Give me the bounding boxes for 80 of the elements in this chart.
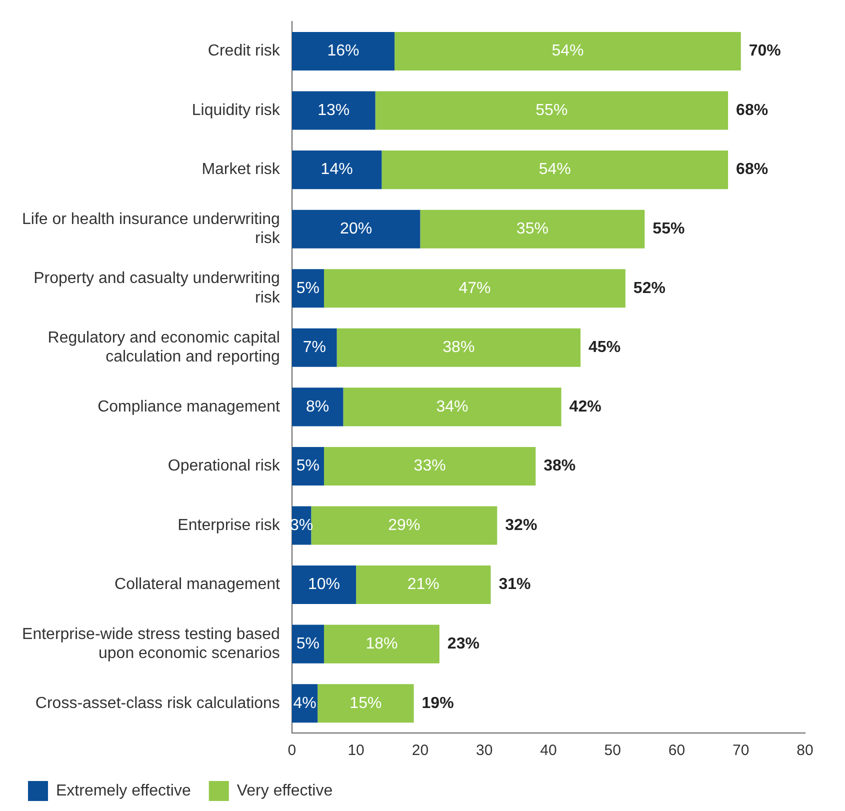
data-label: 33% (414, 458, 446, 475)
bar (336, 328, 581, 367)
data-label: 20% (340, 220, 372, 238)
data-label: 55% (536, 102, 568, 119)
bar (292, 446, 324, 486)
bar (375, 91, 728, 130)
bar (292, 210, 420, 248)
total-label: 38% (544, 458, 576, 475)
legend-label: Extremely effective (56, 782, 191, 800)
data-label: 14% (320, 161, 353, 178)
legend-label: Very effective (236, 782, 333, 800)
y-tick-label: Regulatory and economic capital calculation and reporting (48, 329, 280, 366)
y-tick-label: Credit risk (208, 42, 281, 60)
y-tick-label: Enterprise risk (178, 516, 281, 534)
total-label: 19% (422, 694, 454, 712)
x-tick-label: 20 (412, 742, 429, 760)
bar (324, 624, 440, 664)
bar (292, 624, 324, 664)
data-label: 4% (293, 694, 316, 712)
bar (324, 269, 626, 308)
total-label: 68% (736, 102, 768, 119)
data-label: 35% (516, 220, 548, 238)
bar (394, 32, 741, 71)
y-tick-label: Life or health insurance underwriting risk (22, 210, 281, 248)
x-tick-label: 60 (668, 742, 686, 760)
total-label: 52% (633, 280, 666, 297)
data-label: 16% (327, 42, 360, 60)
x-tick-label: 70 (732, 742, 750, 760)
x-tick-label: 30 (476, 742, 493, 760)
bar (324, 446, 536, 486)
data-label: 8% (306, 398, 330, 416)
data-label: 34% (436, 398, 468, 416)
y-tick-label: Operational risk (168, 458, 281, 475)
data-label: 47% (458, 280, 491, 297)
x-tick-label: 0 (288, 742, 296, 760)
total-label: 68% (736, 161, 768, 178)
total-label: 42% (569, 398, 602, 416)
bar (420, 210, 645, 248)
y-tick-label: Compliance management (98, 398, 280, 416)
bar (292, 150, 382, 190)
y-tick-label: Market risk (202, 161, 281, 178)
bar (292, 269, 324, 308)
x-tick-label: 10 (348, 742, 364, 760)
total-label: 45% (588, 339, 621, 356)
total-label: 31% (498, 576, 531, 594)
bar (292, 32, 395, 71)
y-tick-label: Liquidity risk (192, 102, 281, 119)
data-label: 29% (388, 516, 420, 534)
data-label: 13% (318, 102, 350, 119)
bar (356, 566, 491, 604)
data-label: 5% (296, 280, 320, 297)
data-label: 15% (350, 694, 382, 712)
data-label: 54% (552, 42, 584, 60)
y-tick-label: Property and casualty underwriting risk (34, 270, 281, 306)
total-label: 70% (748, 42, 781, 60)
total-label: 32% (505, 516, 538, 534)
data-label: 18% (366, 635, 398, 652)
bar (292, 388, 344, 426)
bar (343, 388, 562, 426)
bar (382, 150, 728, 190)
y-tick-label: Enterprise-wide stress testing based upon economic scenarios (22, 626, 280, 662)
data-label: 7% (302, 339, 326, 356)
bar (292, 328, 337, 367)
data-label: 5% (296, 635, 320, 652)
bar (292, 91, 376, 130)
bar (292, 566, 356, 604)
y-tick-label: Cross-asset-class risk calculations (35, 694, 280, 712)
x-tick-label: 40 (540, 742, 557, 760)
x-tick-label: 50 (604, 742, 621, 760)
bar (318, 684, 414, 723)
data-label: 5% (296, 458, 320, 475)
data-label: 10% (308, 576, 340, 594)
data-label: 38% (442, 339, 475, 356)
x-tick-label: 80 (796, 742, 814, 760)
data-label: 21% (407, 576, 440, 594)
data-label: 54% (538, 161, 571, 178)
bar (311, 506, 498, 545)
total-label: 23% (447, 635, 480, 652)
total-label: 55% (652, 220, 685, 238)
y-tick-label: Collateral management (114, 576, 280, 594)
